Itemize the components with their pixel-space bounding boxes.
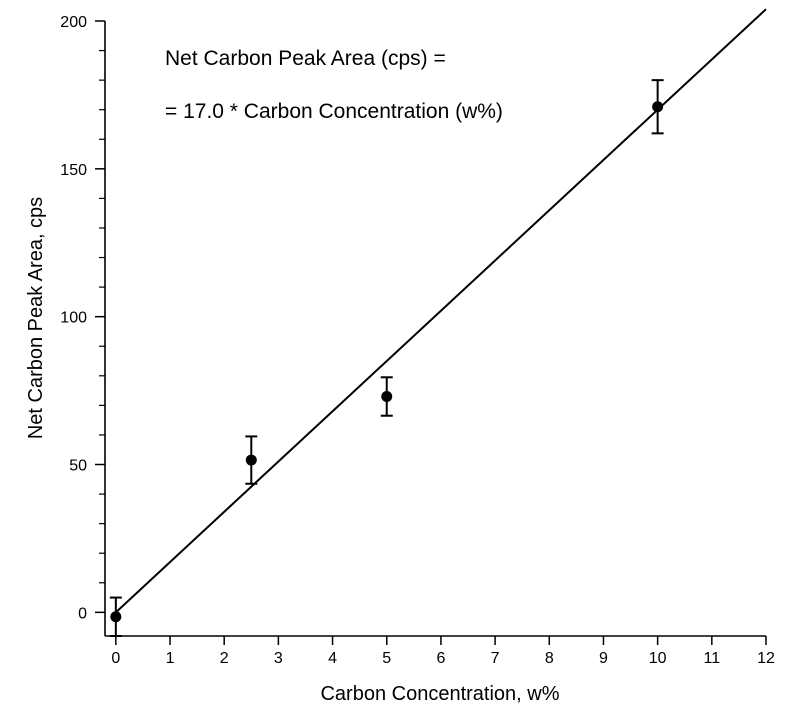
x-tick-label: 8 [545, 650, 554, 667]
x-tick-label: 9 [599, 650, 608, 667]
y-tick-label: 100 [60, 310, 87, 327]
x-tick-label: 3 [274, 650, 283, 667]
y-axis-title: Net Carbon Peak Area, cps [25, 197, 47, 439]
y-axis-ticks: 0 50 100 150 200 [60, 14, 105, 622]
data-point [110, 611, 122, 623]
y-minor-ticks [99, 49, 105, 584]
data-point-group [109, 596, 122, 637]
y-tick-label: 50 [69, 458, 87, 475]
data-point-group [380, 376, 393, 417]
x-tick-label: 4 [328, 650, 337, 667]
y-tick-label: 0 [78, 605, 87, 622]
x-axis-title: Carbon Concentration, w% [320, 683, 559, 705]
y-tick-label: 200 [60, 14, 87, 31]
data-point [652, 101, 664, 113]
x-tick-label: 1 [166, 650, 175, 667]
equation-line-1: Net Carbon Peak Area (cps) = [165, 47, 446, 70]
x-tick-label: 12 [757, 650, 775, 667]
x-axis-ticks: 0 1 2 3 4 5 6 7 8 9 10 11 12 [111, 636, 775, 667]
y-tick-label: 150 [60, 162, 87, 179]
x-tick-label: 6 [436, 650, 445, 667]
data-points-layer [109, 79, 664, 637]
x-tick-label: 0 [111, 650, 120, 667]
data-point-group [651, 79, 664, 135]
data-point [245, 454, 257, 466]
equation-line-2: = 17.0 * Carbon Concentration (w%) [165, 100, 503, 123]
data-point-group [245, 435, 258, 485]
x-tick-label: 2 [220, 650, 229, 667]
x-tick-label: 10 [649, 650, 667, 667]
data-point [381, 391, 393, 403]
x-tick-label: 7 [491, 650, 500, 667]
x-tick-label: 11 [704, 650, 721, 667]
x-tick-label: 5 [382, 650, 391, 667]
